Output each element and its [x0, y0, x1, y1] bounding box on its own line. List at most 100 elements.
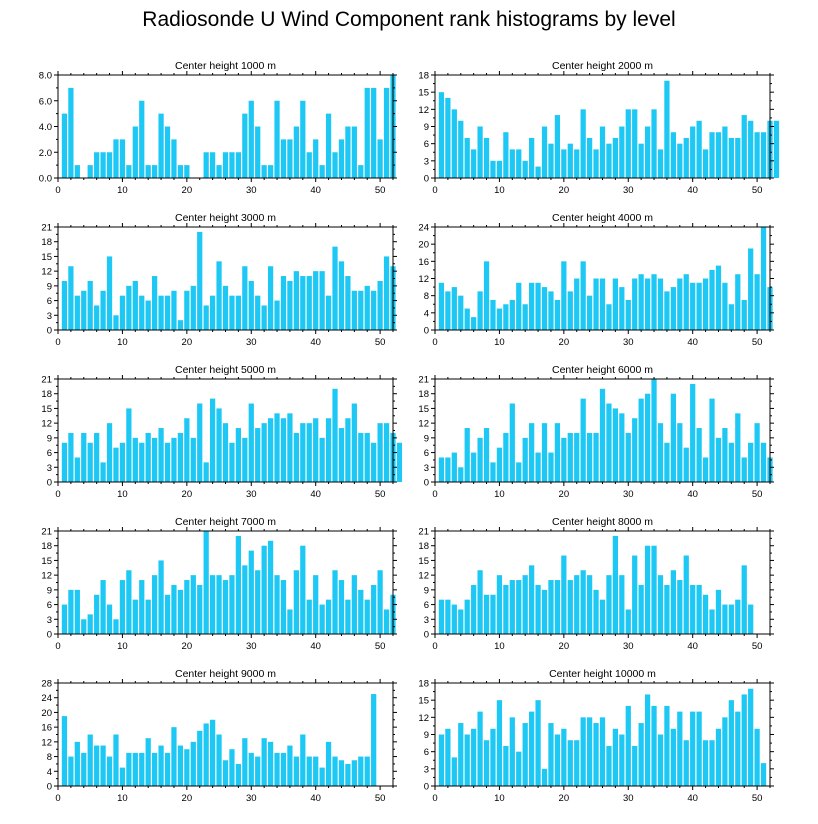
- x-tick-label: 10: [117, 793, 128, 804]
- histogram-bar: [535, 452, 541, 482]
- histogram-bar: [728, 604, 734, 634]
- histogram-bar: [670, 570, 676, 634]
- histogram-bar: [625, 609, 631, 634]
- y-tick-label: 18: [41, 237, 52, 248]
- y-tick-label: 21: [41, 223, 52, 234]
- histogram-bar: [638, 398, 644, 482]
- histogram-bar: [529, 282, 535, 330]
- histogram-bar: [158, 560, 164, 634]
- x-tick-label: 50: [375, 185, 386, 196]
- histogram-bar: [242, 266, 248, 330]
- histogram-bar: [715, 589, 722, 634]
- histogram-bar: [458, 609, 464, 634]
- histogram-bar: [371, 290, 377, 330]
- histogram-bar: [619, 126, 625, 178]
- histogram-bar: [496, 575, 503, 634]
- histogram-bar: [458, 723, 464, 786]
- histogram-bar: [300, 276, 306, 330]
- histogram-bar: [490, 728, 496, 786]
- histogram-bar: [670, 132, 676, 178]
- x-tick-label: 0: [432, 489, 437, 500]
- y-tick-label: 0: [424, 478, 429, 489]
- histogram-bar: [113, 139, 119, 178]
- histogram-bar: [722, 126, 728, 178]
- histogram-bar: [722, 717, 728, 786]
- histogram-bar: [68, 589, 74, 634]
- histogram-bar: [383, 256, 390, 330]
- histogram-bar: [184, 580, 190, 634]
- histogram-bar: [100, 290, 106, 330]
- histogram-bar: [651, 705, 657, 786]
- x-tick-label: 10: [117, 489, 128, 500]
- histogram-bar: [483, 137, 490, 178]
- x-tick-label: 10: [494, 641, 505, 652]
- histogram-bar: [364, 756, 370, 786]
- histogram-bar: [74, 295, 80, 330]
- histogram-bar: [574, 740, 580, 786]
- y-tick-label: 21: [41, 375, 52, 386]
- histogram-bar: [229, 749, 235, 786]
- histogram-bar: [548, 452, 554, 482]
- histogram-bar: [516, 462, 522, 482]
- y-tick-label: 0.0: [39, 174, 52, 185]
- histogram-bar: [364, 599, 370, 634]
- histogram-bar: [612, 535, 619, 634]
- histogram-bar: [383, 609, 390, 634]
- histogram-bar: [651, 109, 657, 178]
- y-tick-label: 6.0: [39, 96, 52, 107]
- y-tick-label: 0: [47, 782, 52, 793]
- histogram-bar: [235, 535, 242, 634]
- histogram-bar: [229, 442, 235, 482]
- histogram-bar: [377, 423, 383, 482]
- histogram-bar: [632, 745, 638, 786]
- histogram-bar: [358, 756, 364, 786]
- histogram-bar: [332, 152, 338, 178]
- histogram-bar: [490, 594, 496, 634]
- histogram-bar: [94, 152, 100, 178]
- panel-title: Center height 5000 m: [175, 364, 276, 376]
- histogram-bar: [567, 143, 573, 178]
- histogram-bar: [580, 570, 586, 634]
- y-tick-label: 28: [41, 679, 52, 690]
- histogram-bar: [106, 423, 113, 482]
- histogram-bar: [657, 734, 664, 786]
- histogram-bar: [203, 305, 209, 330]
- histogram-bar: [229, 152, 235, 178]
- histogram-bar: [715, 728, 722, 786]
- histogram-bar: [222, 580, 229, 634]
- histogram-bar: [612, 728, 619, 786]
- histogram-bar: [561, 149, 567, 178]
- x-tick-label: 10: [117, 641, 128, 652]
- histogram-bar: [574, 432, 580, 482]
- x-tick-label: 40: [310, 185, 321, 196]
- y-tick-label: 9: [424, 730, 429, 741]
- histogram-bar: [158, 428, 164, 482]
- histogram-bar: [599, 717, 606, 786]
- histogram-bar: [119, 767, 126, 786]
- y-tick-label: 20: [418, 240, 429, 251]
- histogram-bar: [677, 278, 683, 330]
- x-tick-label: 0: [55, 641, 60, 652]
- histogram-bar: [529, 565, 535, 634]
- histogram-bar: [100, 580, 106, 634]
- histogram-bar: [509, 299, 515, 330]
- y-tick-label: 9: [424, 122, 429, 133]
- histogram-bar: [741, 694, 747, 786]
- histogram-bar: [599, 599, 606, 634]
- histogram-bar: [61, 113, 68, 178]
- histogram-bar: [632, 555, 638, 634]
- histogram-bar: [248, 752, 254, 786]
- histogram-bar: [338, 261, 345, 330]
- histogram-bar: [599, 388, 606, 482]
- histogram-bar: [106, 152, 113, 178]
- x-tick-label: 10: [117, 185, 128, 196]
- histogram-bar: [464, 308, 470, 330]
- x-tick-label: 40: [687, 489, 698, 500]
- histogram-bar: [580, 109, 586, 178]
- histogram-bar: [548, 291, 554, 330]
- histogram-bar: [171, 727, 177, 786]
- histogram-bar: [619, 575, 625, 634]
- histogram-bar: [593, 432, 599, 482]
- histogram-bar: [522, 575, 528, 634]
- histogram-bar: [644, 694, 651, 786]
